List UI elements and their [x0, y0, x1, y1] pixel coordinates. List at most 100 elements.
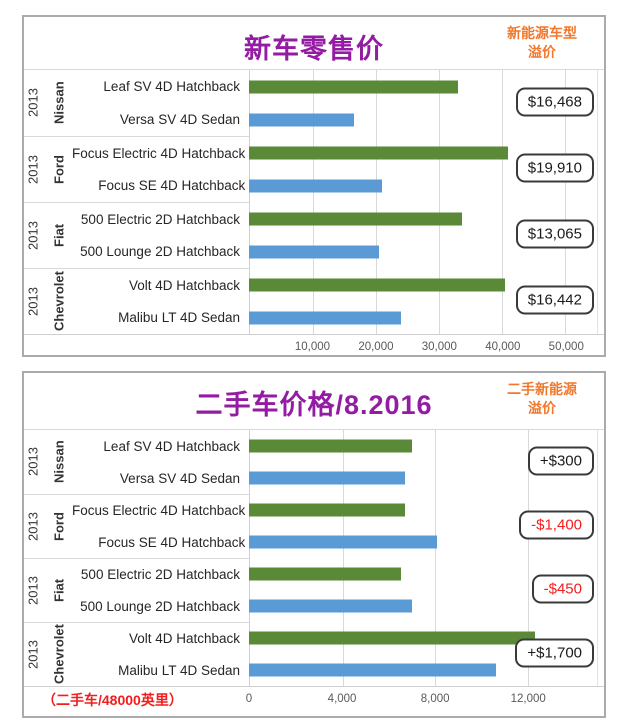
bars-column — [249, 430, 598, 494]
electric-price-bar — [249, 146, 508, 159]
gas-price-bar — [249, 471, 405, 485]
bar-row — [249, 103, 598, 136]
group-brand-label: Chevrolet — [51, 271, 67, 332]
group-year-label: 2013 — [25, 88, 41, 118]
premium-value-box: $16,468 — [515, 87, 594, 117]
model-label: Focus SE 4D Hatchback — [98, 534, 246, 550]
gas-price-bar — [249, 179, 382, 192]
electric-price-bar — [249, 567, 402, 581]
item-labels: 500 Electric 2D Hatchback 500 Lounge 2D H… — [72, 559, 249, 622]
premium-value-box: $19,910 — [515, 153, 594, 183]
model-label: 500 Electric 2D Hatchback — [80, 211, 240, 227]
mileage-footnote: （二手车/48000英里） — [42, 692, 183, 708]
model-label: Versa SV 4D Sedan — [119, 112, 240, 127]
gas-price-bar — [249, 113, 354, 126]
bar-row — [249, 169, 598, 202]
item-labels: Leaf SV 4D Hatchback Versa SV 4D Sedan — [72, 430, 249, 494]
group-year-label: 2013 — [25, 447, 41, 477]
electric-price-bar — [249, 631, 536, 645]
model-label: Leaf SV 4D Hatchback — [103, 79, 240, 94]
model-label: Malibu LT 4D Sedan — [118, 662, 240, 678]
item-labels: Volt 4D Hatchback Malibu LT 4D Sedan — [72, 269, 249, 334]
group-brand-label: Ford — [51, 512, 67, 541]
bars-column — [249, 70, 598, 136]
group-label-area: 2013 Fiat 500 Electric 2D Hatchback 500 Lou… — [24, 558, 249, 622]
vehicle-group-fiat: 2013 Fiat 500 Electric 2D Hatchback 500 Lou… — [24, 558, 604, 622]
axis-tick-label: 12,000 — [510, 693, 546, 705]
electric-price-bar — [249, 503, 405, 517]
gas-price-bar — [249, 311, 401, 324]
gas-price-bar — [249, 599, 412, 613]
bar-row — [249, 301, 598, 334]
bar-row — [249, 558, 598, 590]
chart-header: 二手车价格/8.2016 二手新能源 溢价 — [24, 373, 604, 429]
new-car-price-chart: 新车零售价 新能源车型 溢价 $16,468 $19,910 $13,065 $16,… — [22, 15, 606, 357]
group-year-label: 2013 — [25, 287, 41, 316]
model-label: Leaf SV 4D Hatchback — [103, 438, 240, 454]
axis-tick-label: 8,000 — [420, 693, 450, 705]
item-labels: Leaf SV 4D Hatchback Versa SV 4D Sedan — [72, 70, 249, 136]
bar-row — [249, 494, 598, 526]
chart-title: 新车零售价 — [244, 34, 384, 64]
group-label-area: 2013 Ford Focus Electric 4D Hatchback Focus… — [24, 136, 249, 202]
item-labels: Volt 4D Hatchback Malibu LT 4D Sedan — [72, 623, 249, 686]
vehicle-group-nissan: 2013 Nissan Leaf SV 4D Hatchback Versa SV 4… — [24, 70, 604, 136]
axis-tick-label: 10,000 — [294, 341, 331, 353]
model-label: 500 Lounge 2D Hatchback — [80, 598, 240, 614]
axis-tick-label: 40,000 — [485, 341, 521, 353]
group-label-area: 2013 Ford Focus Electric 4D Hatchback Focus… — [24, 494, 249, 558]
chart-header: 新车零售价 新能源车型 溢价 — [24, 17, 604, 69]
premium-heading-line1: 二手新能源 — [507, 381, 577, 397]
vehicle-group-chevrolet: 2013 Chevrolet Volt 4D Hatchback Malibu LT … — [24, 268, 604, 334]
premium-value-box: $16,442 — [515, 285, 594, 315]
bar-row — [249, 430, 598, 462]
premium-value-box: -$1,400 — [519, 510, 594, 540]
group-year-label: 2013 — [25, 512, 41, 541]
premium-value-box: -$450 — [531, 574, 594, 604]
model-label: 500 Electric 2D Hatchback — [80, 567, 240, 583]
axis-tick-label: 20,000 — [358, 341, 394, 353]
used-car-price-chart: 二手车价格/8.2016 二手新能源 溢价 +$300 -$1,400 -$450 +… — [22, 371, 606, 718]
bar-row — [249, 70, 598, 103]
bars-column — [249, 558, 598, 622]
plot-area: +$300 -$1,400 -$450 +$1,700 2013 Nissan Leaf S… — [24, 429, 604, 713]
item-labels: Focus Electric 4D Hatchback Focus SE 4D H… — [72, 137, 254, 202]
electric-price-bar — [249, 212, 463, 225]
group-brand-label: Chevrolet — [51, 624, 67, 685]
model-label: Focus Electric 4D Hatchback — [72, 503, 246, 519]
group-label-area: 2013 Chevrolet Volt 4D Hatchback Malibu LT … — [24, 622, 249, 686]
model-label: Focus Electric 4D Hatchback — [72, 145, 246, 161]
bar-row — [249, 654, 598, 686]
model-label: Focus SE 4D Hatchback — [98, 178, 246, 194]
vehicle-group-fiat: 2013 Fiat 500 Electric 2D Hatchback 500 Lou… — [24, 202, 604, 268]
electric-price-bar — [249, 439, 412, 453]
x-axis: 10,000 20,000 30,000 40,000 50,000 — [249, 335, 598, 361]
bar-row — [249, 590, 598, 622]
premium-value-box: $13,065 — [515, 219, 594, 249]
model-label: Volt 4D Hatchback — [128, 277, 240, 293]
premium-heading-line2: 溢价 — [528, 399, 556, 416]
vehicle-group-nissan: 2013 Nissan Leaf SV 4D Hatchback Versa SV 4… — [24, 430, 604, 494]
group-year-label: 2013 — [25, 155, 41, 184]
premium-column-heading: 新能源车型 溢价 — [486, 24, 598, 62]
group-brand-label: Nissan — [51, 81, 67, 125]
group-brand-label: Fiat — [51, 223, 67, 248]
axis-tick-label: 4,000 — [327, 693, 357, 705]
premium-heading-line1: 新能源车型 — [507, 25, 577, 41]
bar-groups: 2013 Nissan Leaf SV 4D Hatchback Versa SV 4… — [24, 69, 604, 335]
premium-column-heading: 二手新能源 溢价 — [486, 380, 598, 418]
plot-area: $16,468 $19,910 $13,065 $16,442 2013 Nissan Le… — [24, 69, 604, 361]
model-label: Versa SV 4D Sedan — [119, 470, 240, 486]
item-labels: Focus Electric 4D Hatchback Focus SE 4D H… — [72, 495, 254, 558]
bar-groups: 2013 Nissan Leaf SV 4D Hatchback Versa SV 4… — [24, 429, 604, 687]
vehicle-group-ford: 2013 Ford Focus Electric 4D Hatchback Focus… — [24, 494, 604, 558]
bars-column — [249, 622, 598, 686]
group-label-area: 2013 Nissan Leaf SV 4D Hatchback Versa SV 4… — [24, 430, 249, 494]
premium-value-box: +$300 — [527, 446, 594, 476]
model-label: Malibu LT 4D Sedan — [118, 310, 240, 326]
bar-row — [249, 202, 598, 235]
electric-price-bar — [249, 278, 505, 291]
vehicle-group-chevrolet: 2013 Chevrolet Volt 4D Hatchback Malibu LT … — [24, 622, 604, 686]
electric-price-bar — [249, 80, 459, 93]
axis-tick-label: 50,000 — [548, 341, 584, 353]
